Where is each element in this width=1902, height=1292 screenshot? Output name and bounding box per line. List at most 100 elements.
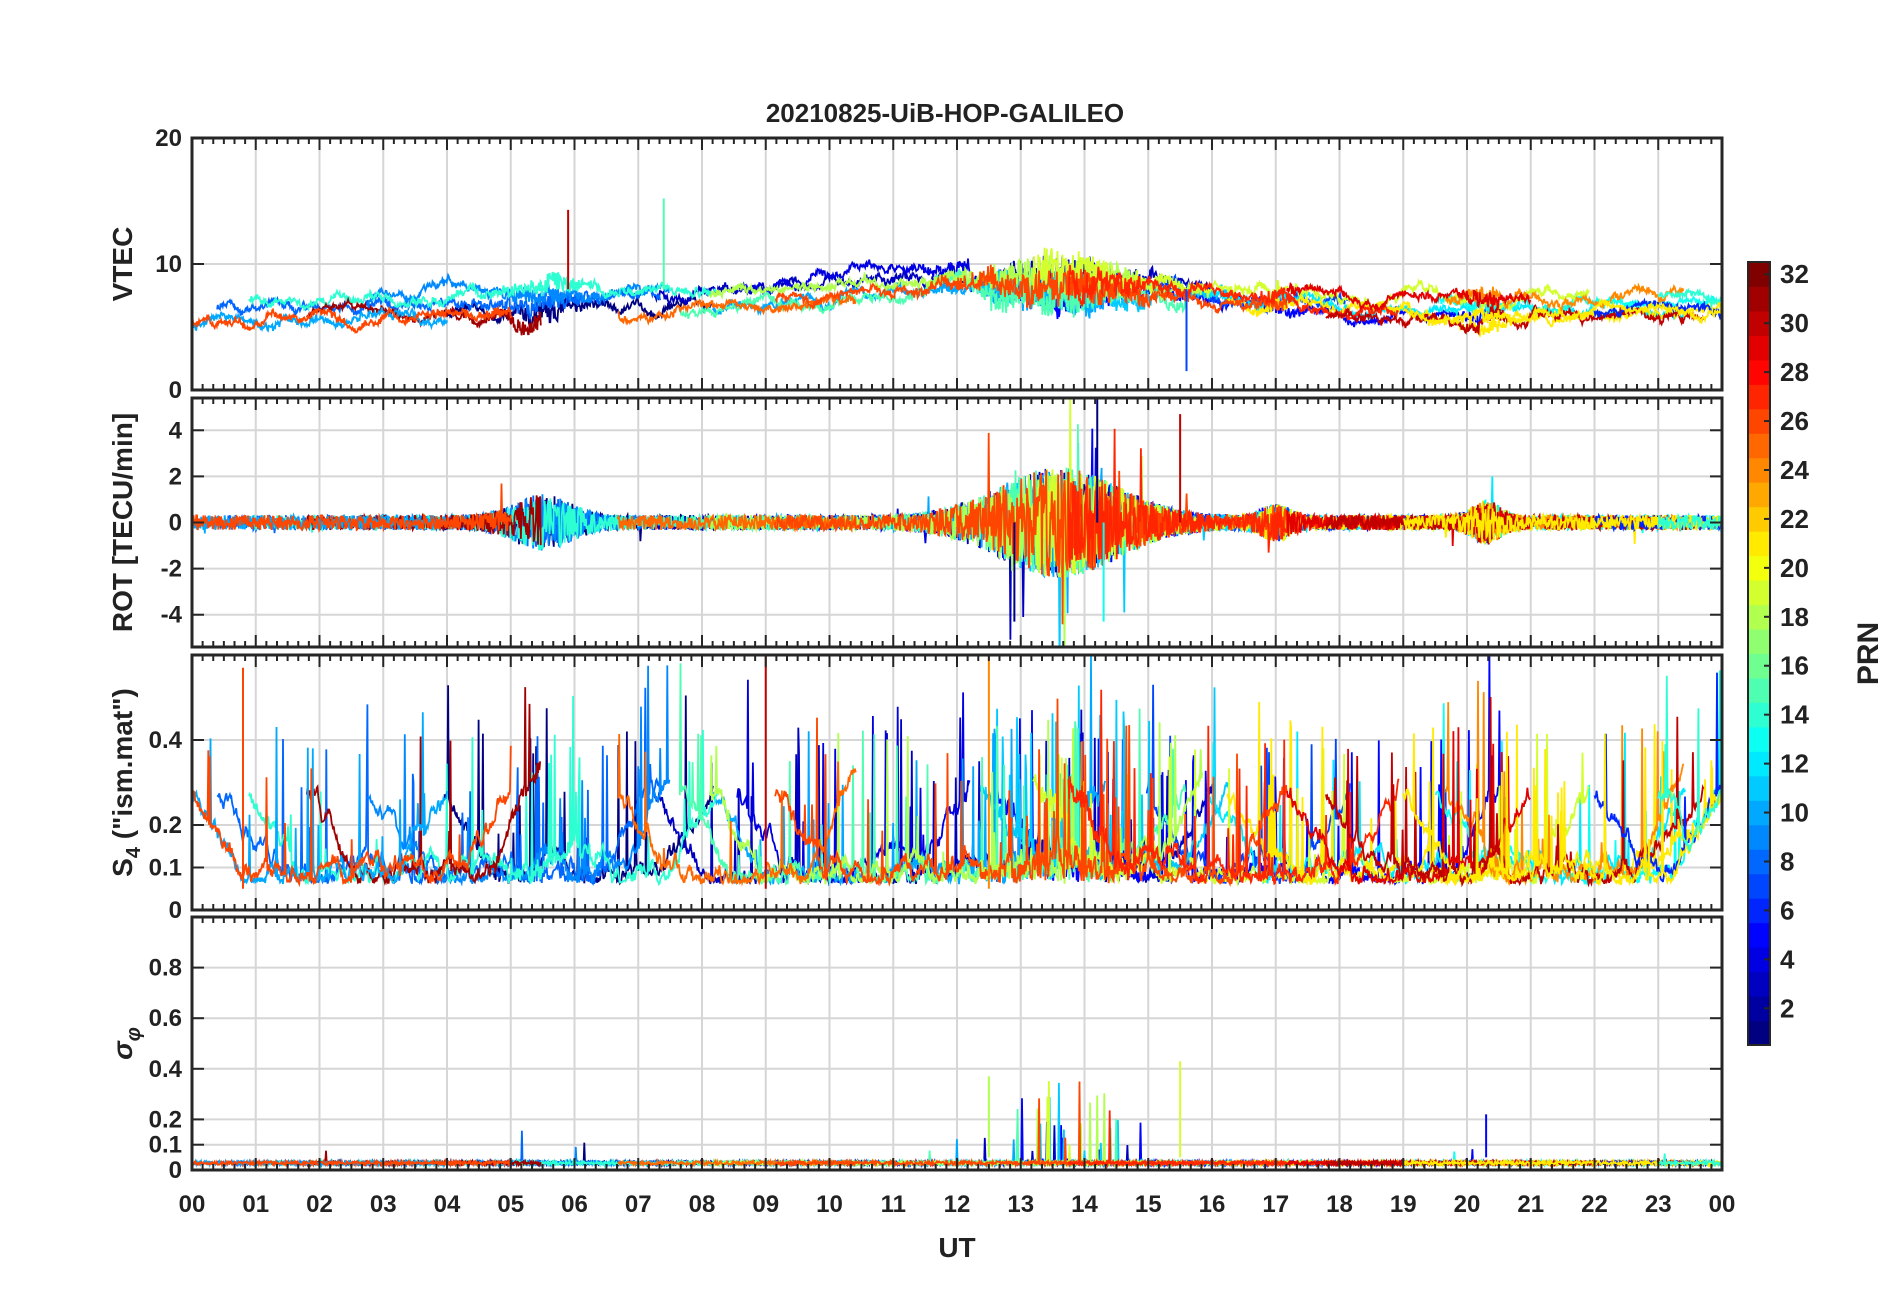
x-axis-tick-labels: 00 01 02 03 04 05 06 07 08 09 10 11 12 13 14 15 16 17 18 19… — [179, 1191, 1736, 1218]
series-line-prn-21 — [1402, 297, 1722, 327]
colorbar-tick-label: 18 — [1780, 602, 1809, 632]
series-line-prn-29 — [1286, 281, 1532, 313]
chart-title: 20210825-UiB-HOP-GALILEO — [766, 98, 1124, 128]
colorbar-swatch — [1748, 726, 1770, 752]
colorbar-tick-label: 2 — [1780, 993, 1794, 1023]
colorbar-swatch — [1748, 433, 1770, 459]
colorbar-tick-label: 30 — [1780, 308, 1809, 338]
colorbar-tick-label: 10 — [1780, 798, 1809, 828]
x-ticks-s4 — [191, 655, 1723, 910]
x-tick-label: 20 — [1454, 1191, 1481, 1218]
colorbar-swatch — [1748, 629, 1770, 654]
colorbar-swatch — [1748, 653, 1770, 679]
colorbar-swatch — [1748, 775, 1770, 801]
x-tick-label: 00 — [179, 1191, 206, 1218]
colorbar-swatch — [1748, 286, 1770, 312]
colorbar-swatch — [1748, 262, 1770, 287]
colorbar-swatch — [1748, 384, 1770, 410]
y-axis-label-sigma_phi: σφ — [107, 1027, 145, 1060]
colorbar-swatch — [1748, 531, 1770, 557]
colorbar-swatch — [1748, 555, 1770, 581]
colorbar-swatch — [1748, 457, 1770, 483]
y-label-sub: 4 — [123, 846, 145, 858]
series-line-prn-26 — [192, 1157, 512, 1169]
y-tick-label: 0.4 — [149, 727, 183, 754]
colorbar-swatch — [1748, 996, 1770, 1022]
series-line-prn-26 — [192, 305, 512, 335]
colorbar-swatch — [1748, 849, 1770, 875]
colorbar-tick-label: 12 — [1780, 749, 1809, 779]
series-group-s4 — [192, 655, 1722, 889]
colorbar-tick-label: 28 — [1780, 357, 1809, 387]
y-tick-label: 10 — [155, 251, 182, 278]
y-label-sub: φ — [123, 1027, 145, 1041]
x-tick-label: 08 — [689, 1191, 716, 1218]
x-tick-label: 12 — [944, 1191, 971, 1218]
series-line-prn-21 — [1402, 731, 1722, 887]
panel-sigma_phi: 00.10.2 0.4 0.6 0.8 σφ — [107, 915, 1724, 1184]
series-line-prn-8 — [216, 687, 662, 887]
series-line-prn-21 — [1402, 500, 1722, 544]
colorbar-swatch — [1748, 922, 1770, 948]
x-axis-label: UT — [938, 1232, 975, 1263]
x-tick-label: 09 — [752, 1191, 779, 1218]
series-line-prn-31 — [305, 687, 541, 886]
y-tick-label: -4 — [161, 602, 183, 629]
colorbar-swatch — [1748, 751, 1770, 777]
y-tick-label: 0.2 — [149, 1106, 182, 1133]
x-tick-label: 05 — [497, 1191, 524, 1218]
colorbar-tick-label: 14 — [1780, 700, 1809, 730]
y-tick-label: 0 — [169, 897, 182, 924]
panel-rot: -4 -2 0 2 4 ROT [TECU/min] — [107, 396, 1724, 649]
x-tick-label: 13 — [1007, 1191, 1034, 1218]
colorbar-frame — [1747, 261, 1771, 1046]
series-line-prn-26 — [192, 483, 512, 534]
y-axis-label-rot: ROT [TECU/min] — [107, 413, 138, 632]
x-tick-label: 00 — [1709, 1191, 1736, 1218]
colorbar-swatch — [1748, 873, 1770, 899]
x-ticks-sigma_phi — [191, 917, 1723, 1170]
colorbar-swatch — [1748, 947, 1770, 973]
x-tick-label: 14 — [1071, 1191, 1098, 1218]
colorbar-tick-label: 22 — [1780, 504, 1809, 534]
colorbar-swatch — [1748, 677, 1770, 703]
x-tick-label: 02 — [306, 1191, 333, 1218]
series-line-prn-14 — [1657, 287, 1722, 310]
y-tick-label: 0.2 — [149, 812, 182, 839]
series-line-prn-26 — [192, 745, 512, 888]
colorbar-tick-label: 8 — [1780, 846, 1794, 876]
x-tick-label: 15 — [1135, 1191, 1162, 1218]
colorbar-swatch — [1748, 898, 1770, 924]
colorbar-swatch — [1748, 824, 1770, 850]
colorbar-tick-label: 16 — [1780, 651, 1809, 681]
y-tick-label: 0 — [169, 1157, 182, 1184]
x-tick-label: 16 — [1199, 1191, 1226, 1218]
y-axis-label-vtec: VTEC — [107, 227, 138, 302]
colorbar-swatch — [1748, 408, 1770, 434]
colorbar-swatch — [1748, 702, 1770, 728]
series-line-prn-26 — [774, 264, 1288, 314]
x-ticks-rot — [191, 398, 1723, 647]
x-tick-label: 11 — [881, 1191, 906, 1218]
x-tick-label: 03 — [370, 1191, 397, 1218]
series-line-prn-14 — [1658, 1153, 1722, 1168]
colorbar-tick-label: 24 — [1780, 455, 1809, 485]
y-label-main: σ — [107, 1040, 138, 1060]
panel-vtec: 0 10 20 VTEC — [107, 125, 1724, 404]
colorbar-swatch — [1748, 971, 1770, 997]
colorbar-swatch — [1748, 506, 1770, 532]
colorbar-swatch — [1748, 800, 1770, 826]
colorbar-swatch — [1748, 335, 1770, 361]
colorbar-swatch — [1748, 1020, 1770, 1046]
colorbar-swatch — [1748, 482, 1770, 508]
x-tick-label: 17 — [1262, 1191, 1289, 1218]
colorbar-swatch — [1748, 604, 1770, 630]
series-line-prn-21 — [1402, 1157, 1722, 1169]
colorbar-tick-label: 26 — [1780, 406, 1809, 436]
x-tick-label: 10 — [816, 1191, 843, 1218]
series-line-prn-14 — [1657, 675, 1722, 852]
series-line-prn-25 — [617, 1157, 857, 1168]
colorbar-label: PRN — [1852, 622, 1885, 685]
colorbar-swatch — [1748, 310, 1770, 336]
y-tick-label: 0.1 — [149, 855, 182, 882]
